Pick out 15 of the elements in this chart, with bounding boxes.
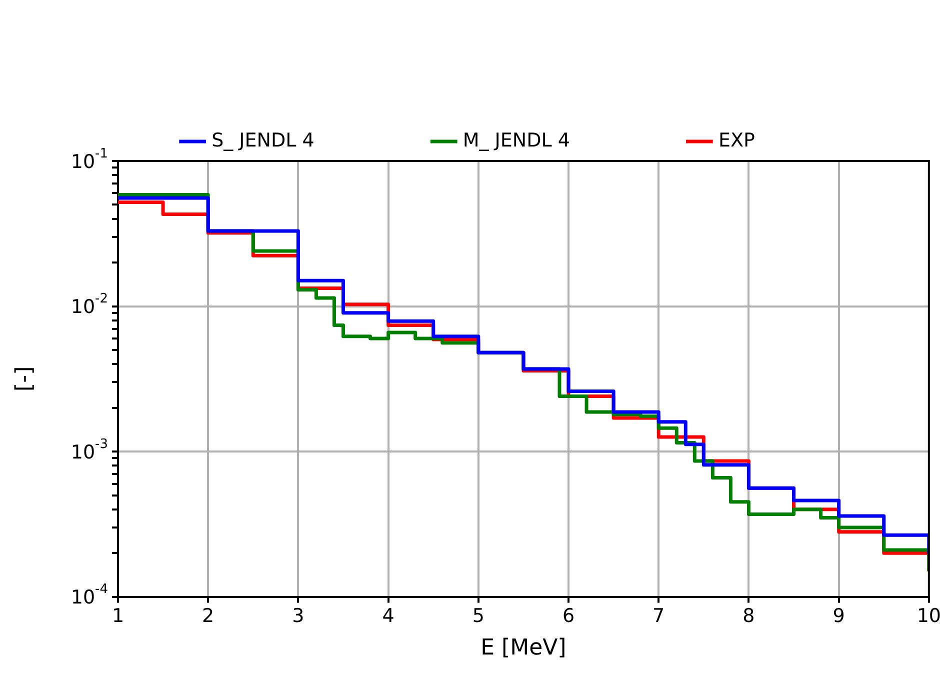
x-tick-label: 6	[562, 605, 575, 628]
x-tick-label: 1	[112, 605, 124, 628]
legend-label: EXP	[718, 129, 755, 152]
x-tick-label: 9	[832, 605, 845, 628]
legend-label: M_ JENDL 4	[462, 129, 570, 152]
x-tick-label: 7	[652, 605, 665, 628]
x-axis-title: E [MeV]	[480, 636, 566, 661]
legend-label: S_ JENDL 4	[212, 129, 314, 152]
x-tick-label: 8	[742, 605, 755, 628]
x-tick-label: 3	[292, 605, 304, 628]
x-tick-label: 2	[202, 605, 214, 628]
x-tick-label: 4	[382, 605, 394, 628]
x-tick-label: 5	[472, 605, 484, 628]
x-tick-label: 10	[916, 605, 942, 628]
y-axis-title: [-]	[12, 366, 37, 392]
